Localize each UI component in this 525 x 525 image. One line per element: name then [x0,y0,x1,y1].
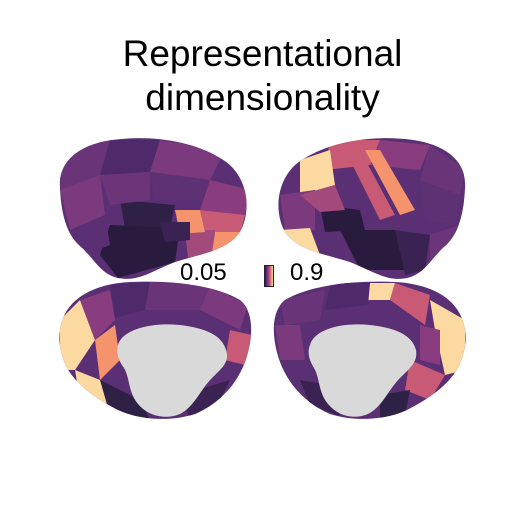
colorbar-min-label: 0.05 [180,259,227,286]
right-medial-hemisphere [273,281,466,419]
colorbar [264,265,274,287]
left-medial-hemisphere [59,281,252,419]
colorbar-max-label: 0.9 [290,259,324,286]
left-lateral-hemisphere [59,138,247,279]
right-medial-wall [308,324,417,417]
right-lateral-hemisphere [278,138,466,279]
figure-title-line1: Representational [122,33,403,74]
left-medial-wall [117,324,228,417]
figure-title-line2: dimensionality [145,77,380,118]
